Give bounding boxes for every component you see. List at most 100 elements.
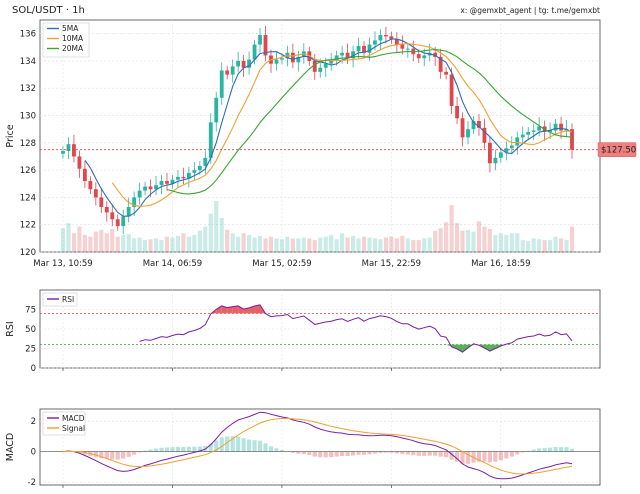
price-y-tick-label: 132 <box>20 84 36 94</box>
current-price-label: $127.50 <box>601 146 636 156</box>
volume-bar <box>159 240 164 252</box>
macd-histogram-bar <box>159 447 164 452</box>
volume-bar <box>263 238 268 252</box>
price-panel: 120 122 124 126 128 130 132 134 136 Mar 13, 10:5… <box>5 19 637 269</box>
volume-bar <box>296 238 301 252</box>
volume-bar <box>411 240 416 252</box>
candle-body <box>154 185 158 190</box>
macd-histogram-bar <box>367 451 372 455</box>
volume-bar <box>537 239 542 252</box>
candle-body <box>61 151 65 154</box>
volume-bar <box>121 234 126 252</box>
macd-y-ticks: -2 0 2 <box>28 417 36 488</box>
candle-body <box>400 44 405 49</box>
rsi-grid <box>40 290 600 369</box>
candle-body <box>455 105 459 119</box>
macd-histogram-bar <box>192 446 197 452</box>
macd-histogram-bar <box>438 451 443 457</box>
candle-body <box>263 35 268 56</box>
macd-histogram-bar <box>137 451 142 453</box>
macd-histogram-bar <box>356 451 361 455</box>
price-y-tick-label: 136 <box>20 30 36 40</box>
volume-bar <box>219 217 224 252</box>
macd-histogram-bar <box>531 449 536 452</box>
legend-rsi-label: RSI <box>62 295 74 304</box>
candle-body <box>110 212 115 220</box>
candle-body <box>88 181 93 190</box>
volume-bar <box>279 239 285 252</box>
macd-histogram-bar <box>520 451 525 453</box>
candle-body <box>559 123 563 131</box>
candle-body <box>176 176 180 180</box>
macd-histogram-bar <box>115 451 120 460</box>
candle-body <box>351 51 355 59</box>
price-x-tick-label: Mar 13, 10:59 <box>33 259 92 269</box>
volume-bar <box>504 234 509 252</box>
macd-histogram-bar <box>334 451 339 457</box>
macd-histogram-bar <box>230 436 235 452</box>
volume-bar <box>558 238 564 252</box>
volume-bar <box>334 239 339 252</box>
price-y-tick-label: 126 <box>20 166 36 176</box>
macd-histogram-bar <box>323 451 328 458</box>
moving-averages <box>84 38 573 217</box>
volume-bar <box>104 233 109 252</box>
price-y-tick-label: 120 <box>20 248 36 258</box>
volume-bar <box>383 237 388 252</box>
macd-histogram-bar <box>427 451 432 456</box>
candle-body <box>280 58 284 60</box>
volume-bar <box>318 237 323 252</box>
candle-body <box>148 186 153 190</box>
price-x-ticks: Mar 13, 10:59 Mar 14, 06:59 Mar 15, 02:59 M… <box>33 259 530 269</box>
macd-histogram-bar <box>482 451 487 462</box>
volume-bar <box>553 236 558 252</box>
volume-bar <box>482 226 487 252</box>
macd-histogram-bar <box>241 438 246 452</box>
volume-bar <box>465 229 471 252</box>
macd-histogram-bar <box>498 451 503 461</box>
candle-body <box>93 189 98 198</box>
candle-body <box>137 190 142 198</box>
volume-bar <box>214 200 219 252</box>
candle-body <box>225 70 230 75</box>
candle-body <box>72 144 76 157</box>
price-x-tick-label: Mar 16, 18:59 <box>471 259 530 269</box>
macd-histogram-bar <box>214 440 219 452</box>
volume-bar <box>356 238 361 252</box>
rsi-overbought-fill <box>254 304 261 314</box>
sma-10-line <box>111 43 573 207</box>
macd-histogram-bar <box>558 447 564 452</box>
candle-body <box>471 120 476 130</box>
candle-body <box>230 66 235 75</box>
macd-histogram-bar <box>444 451 449 458</box>
volume-bar <box>416 240 421 252</box>
volume-bar <box>329 234 334 252</box>
price-y-ticks: 120 122 124 126 128 130 132 134 136 <box>20 30 36 258</box>
macd-histogram-bar <box>279 450 285 452</box>
rsi-overbought-fill <box>227 306 233 314</box>
rsi-legend-box <box>42 292 78 307</box>
candle-body <box>466 129 470 138</box>
volume-bar <box>389 236 394 252</box>
candle-body <box>208 122 213 158</box>
volume-bar <box>71 233 77 252</box>
volume-bar <box>323 236 328 252</box>
volume-bar <box>241 233 246 252</box>
volume-bar <box>444 222 449 252</box>
macd-histogram-bar <box>465 451 471 464</box>
macd-histogram-bar <box>170 447 175 452</box>
volume-bar <box>438 228 443 252</box>
rsi-zone-fills <box>210 304 507 353</box>
candle-body <box>329 60 334 64</box>
candle-body <box>422 55 427 59</box>
candle-body <box>356 45 361 52</box>
legend-5ma-label: 5MA <box>62 24 79 33</box>
volume-bar <box>110 229 115 252</box>
volume-bar <box>509 233 514 252</box>
volume-bar <box>82 234 87 252</box>
candle-body <box>444 71 449 75</box>
candle-body <box>312 60 317 72</box>
macd-y-tick-label: -2 <box>28 478 36 488</box>
candle-body <box>181 176 186 179</box>
